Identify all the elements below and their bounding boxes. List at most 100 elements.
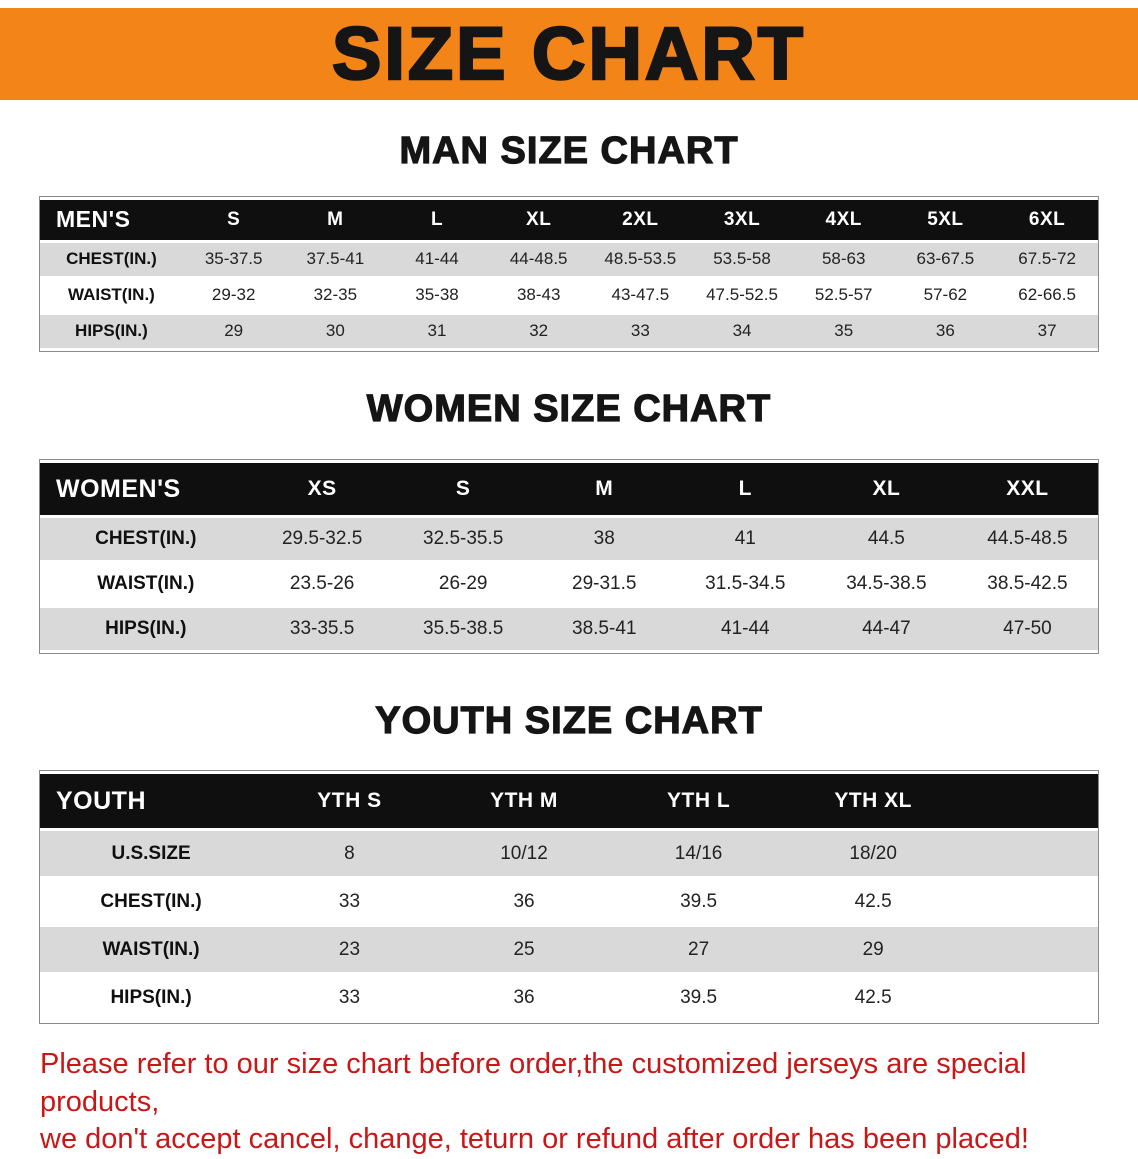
table-cell: 14/16: [611, 831, 786, 877]
table-header-cell: XL: [815, 463, 957, 516]
table-cell: 32-35: [284, 278, 387, 312]
table-row: HIPS(IN.) 33-35.5 35.5-38.5 38.5-41 41-44 44-…: [40, 608, 1098, 651]
table-header-cell: 2XL: [589, 199, 692, 240]
banner-title: SIZE CHART: [331, 12, 806, 95]
row-label-cell: HIPS(IN.): [40, 608, 252, 651]
table-header-cell: L: [674, 463, 816, 516]
table-row: CHEST(IN.) 33 36 39.5 42.5: [40, 879, 1098, 925]
table-cell: 44.5-48.5: [956, 518, 1098, 561]
filler-cell: [960, 774, 1098, 829]
size-chart-banner: SIZE CHART: [0, 8, 1138, 100]
table-row: HIPS(IN.) 29 30 31 32 33 34 35 36 37: [40, 314, 1098, 348]
youth-size-table: YOUTH YTH S YTH M YTH L YTH XL U.S.SIZE 8 10/12…: [39, 770, 1099, 1025]
table-cell: 57-62: [894, 278, 997, 312]
table-cell: 37.5-41: [284, 242, 387, 276]
table-cell: 33: [262, 975, 437, 1021]
table-header-cell: M: [533, 463, 675, 516]
disclaimer-line-2: we don't accept cancel, change, teturn o…: [40, 1123, 1029, 1156]
table-cell: 31.5-34.5: [674, 563, 816, 606]
table-cell: 29-31.5: [533, 563, 675, 606]
row-label-cell: WAIST(IN.): [40, 563, 252, 606]
table-cell: 39.5: [611, 975, 786, 1021]
table-cell: 35: [792, 314, 895, 348]
table-header-cell: 5XL: [894, 199, 997, 240]
row-label-cell: WAIST(IN.): [40, 278, 183, 312]
table-row: U.S.SIZE 8 10/12 14/16 18/20: [40, 831, 1098, 877]
table-cell: 27: [611, 927, 786, 973]
table-cell: 29: [785, 927, 961, 973]
table-cell: 30: [284, 314, 387, 348]
table-cell: 62-66.5: [996, 278, 1098, 312]
table-cell: 67.5-72: [996, 242, 1098, 276]
table-cell: 34: [691, 314, 793, 348]
filler-cell: [960, 927, 1098, 973]
table-cell: 33-35.5: [251, 608, 393, 651]
table-cell: 35-37.5: [182, 242, 285, 276]
table-cell: 26-29: [392, 563, 534, 606]
table-cell: 43-47.5: [589, 278, 692, 312]
table-header-cell: S: [182, 199, 285, 240]
table-cell: 53.5-58: [691, 242, 793, 276]
table-cell: 29-32: [182, 278, 285, 312]
footer-disclaimer: Please refer to our size chart before or…: [40, 1046, 1098, 1159]
size-chart-page: SIZE CHART MAN SIZE CHART MEN'S S M L XL 2XL 3…: [0, 8, 1138, 1159]
table-cell: 8: [262, 831, 437, 877]
table-row: HIPS(IN.) 33 36 39.5 42.5: [40, 975, 1098, 1021]
table-cell: 41: [674, 518, 816, 561]
man-size-chart-heading: MAN SIZE CHART: [399, 129, 739, 172]
table-cell: 29.5-32.5: [251, 518, 393, 561]
table-cell: 52.5-57: [792, 278, 895, 312]
table-cell: 48.5-53.5: [589, 242, 692, 276]
table-header-cell: 4XL: [792, 199, 895, 240]
table-cell: 33: [589, 314, 692, 348]
table-cell: 42.5: [785, 879, 961, 925]
table-header-cell: 6XL: [996, 199, 1098, 240]
table-cell: 23: [262, 927, 437, 973]
table-title-cell: WOMEN'S: [40, 463, 252, 516]
table-row: WAIST(IN.) 23 25 27 29: [40, 927, 1098, 973]
table-cell: 42.5: [785, 975, 961, 1021]
filler-cell: [960, 975, 1098, 1021]
table-cell: 36: [436, 975, 612, 1021]
filler-cell: [960, 879, 1098, 925]
table-cell: 38: [533, 518, 675, 561]
table-title-cell: MEN'S: [40, 199, 183, 240]
table-cell: 35-38: [386, 278, 488, 312]
table-cell: 31: [386, 314, 488, 348]
table-cell: 10/12: [436, 831, 612, 877]
table-cell: 34.5-38.5: [815, 563, 957, 606]
table-cell: 36: [894, 314, 997, 348]
table-cell: 37: [996, 314, 1098, 348]
table-cell: 47-50: [956, 608, 1098, 651]
row-label-cell: U.S.SIZE: [40, 831, 263, 877]
table-header-cell: S: [392, 463, 534, 516]
table-cell: 35.5-38.5: [392, 608, 534, 651]
youth-size-chart-heading: YOUTH SIZE CHART: [375, 700, 763, 743]
womens-size-table: WOMEN'S XS S M L XL XXL CHEST(IN.) 29.5-32.5 32.5…: [39, 459, 1099, 655]
table-header-cell: M: [284, 199, 387, 240]
row-label-cell: WAIST(IN.): [40, 927, 263, 973]
table-row: CHEST(IN.) 35-37.5 37.5-41 41-44 44-48.5 48.5…: [40, 242, 1098, 276]
row-label-cell: CHEST(IN.): [40, 518, 252, 561]
table-cell: 58-63: [792, 242, 895, 276]
table-cell: 41-44: [386, 242, 488, 276]
disclaimer-line-1: Please refer to our size chart before or…: [40, 1048, 1027, 1118]
table-cell: 33: [262, 879, 437, 925]
table-cell: 36: [436, 879, 612, 925]
table-header-cell: YTH M: [436, 774, 612, 829]
table-header-cell: YTH S: [262, 774, 437, 829]
row-label-cell: HIPS(IN.): [40, 975, 263, 1021]
table-cell: 38.5-41: [533, 608, 675, 651]
table-cell: 18/20: [785, 831, 961, 877]
table-header-cell: L: [386, 199, 488, 240]
table-cell: 38-43: [487, 278, 590, 312]
table-cell: 32.5-35.5: [392, 518, 534, 561]
table-cell: 23.5-26: [251, 563, 393, 606]
table-header-cell: XS: [251, 463, 393, 516]
women-size-chart-heading: WOMEN SIZE CHART: [366, 387, 772, 430]
table-header-cell: XXL: [956, 463, 1098, 516]
table-cell: 32: [487, 314, 590, 348]
table-header-cell: XL: [487, 199, 590, 240]
row-label-cell: CHEST(IN.): [40, 242, 183, 276]
table-cell: 44-48.5: [487, 242, 590, 276]
